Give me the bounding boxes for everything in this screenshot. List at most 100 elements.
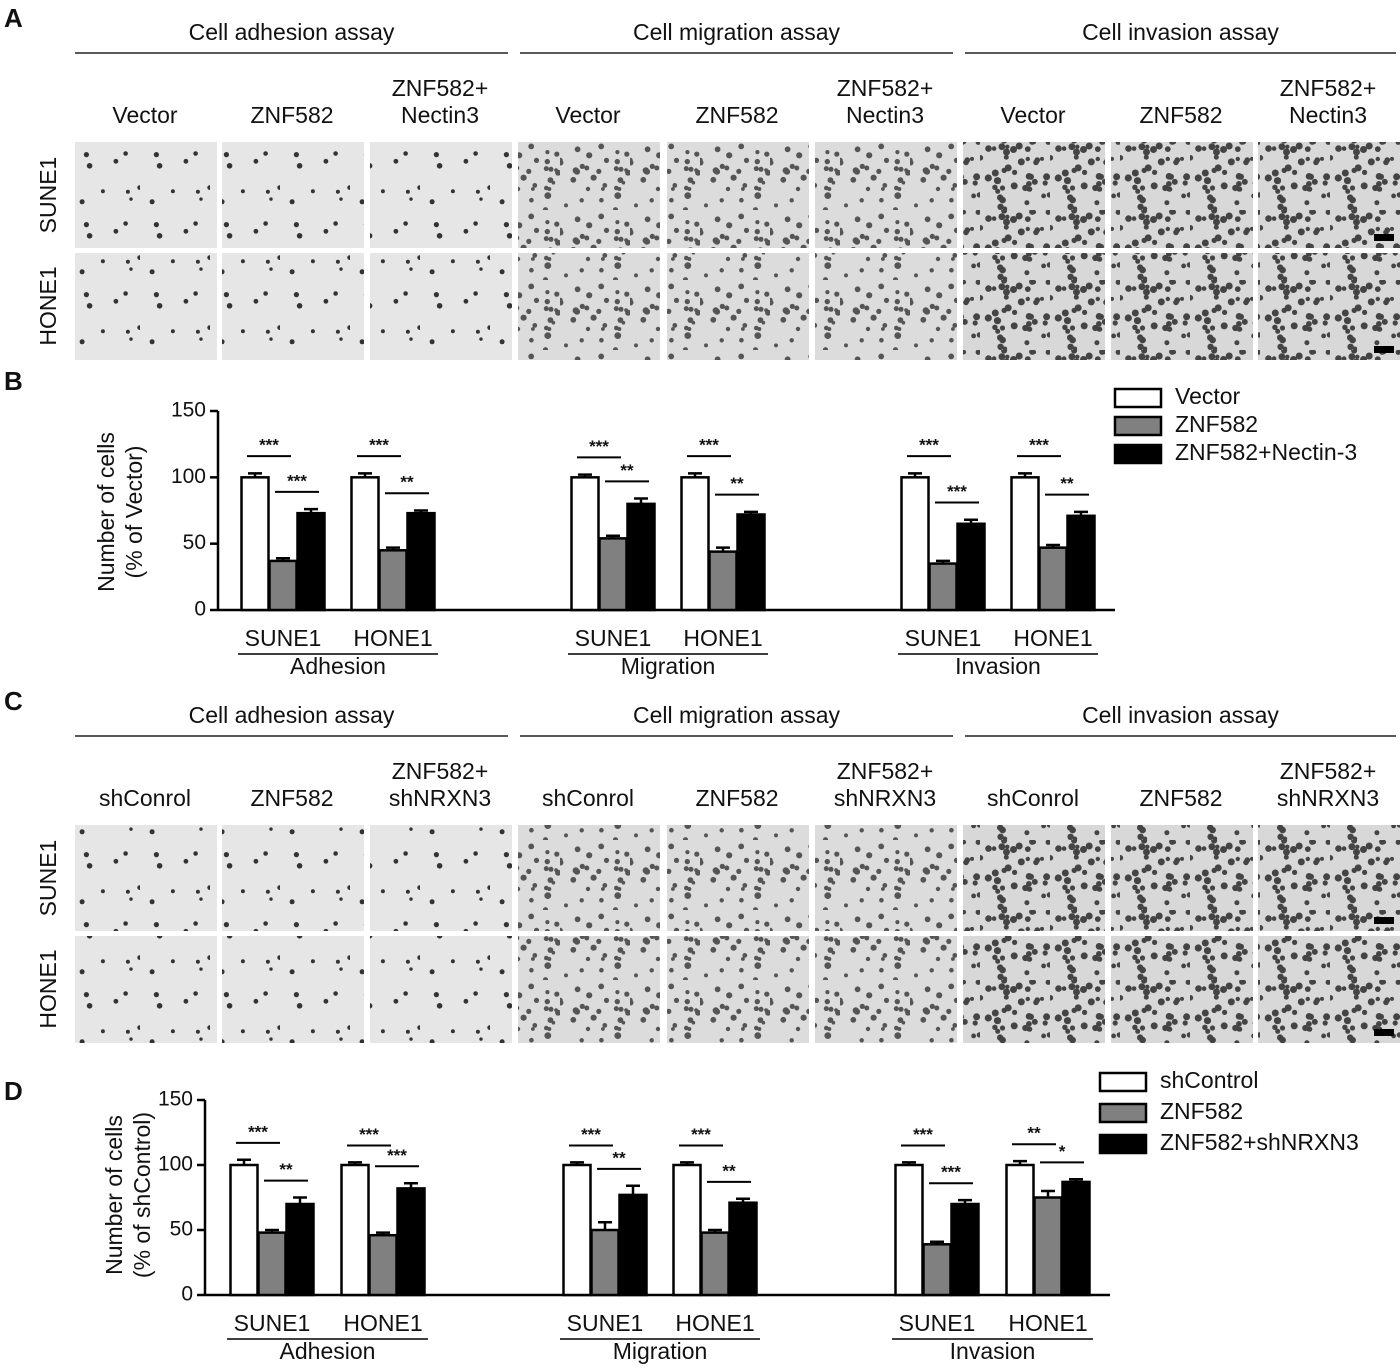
x-tick-label: SUNE1 [905,625,982,651]
significance-label: *** [581,1125,601,1144]
micrograph-cells [815,142,957,248]
error-bar [680,1161,694,1165]
significance-label: *** [699,436,719,455]
y-tick-label: 50 [170,1218,193,1241]
micrograph-cells [963,142,1105,248]
bar [680,476,710,612]
micrograph-cells [75,936,217,1043]
y-axis-label: Number of cells [93,432,119,592]
condition-label: shConrol [987,785,1079,811]
condition-label: ZNF582+ [837,75,934,101]
x-tick-label: HONE1 [353,625,432,651]
y-tick-label: 50 [183,531,206,554]
bar [956,522,986,612]
cell-line-label: SUNE1 [35,840,61,917]
micrograph-cells [1258,936,1400,1043]
significance-label: *** [589,437,609,456]
micrograph-cells [1111,936,1253,1043]
y-tick-label: 100 [158,1153,193,1176]
x-tick-label: SUNE1 [899,1310,976,1336]
error-bar [634,497,648,504]
significance-label: *** [287,471,307,490]
error-bar [1018,472,1032,478]
cell-line-label: HONE1 [35,949,61,1028]
group-label: Adhesion [280,1338,376,1364]
micrograph-cells [518,825,660,931]
significance-label: *** [248,1122,268,1141]
group-label: Migration [613,1338,708,1364]
x-tick-label: HONE1 [1013,625,1092,651]
bar [900,476,930,612]
condition-label: shNRXN3 [389,785,491,811]
x-tick-label: HONE1 [683,625,762,651]
micrograph-cells [370,142,512,248]
legend-label: ZNF582+Nectin-3 [1175,439,1357,465]
cell-line-label: SUNE1 [35,157,61,234]
x-tick-label: SUNE1 [575,625,652,651]
condition-label: Vector [1000,102,1066,128]
group-label: Adhesion [290,653,386,679]
error-bar [1074,510,1088,516]
bar [570,476,600,612]
significance-label: ** [1027,1124,1041,1143]
bar [1066,514,1096,612]
condition-label: shConrol [99,785,191,811]
error-bar [606,534,620,539]
error-bar [304,507,318,514]
bar [736,513,766,612]
x-tick-label: SUNE1 [234,1310,311,1336]
error-bar [930,1240,944,1245]
assay-title: Cell invasion assay [1082,19,1279,45]
legend-swatch [1098,1071,1148,1093]
y-axis-label: Number of cells [101,1115,127,1275]
error-bar [744,510,758,515]
y-axis-label: (% of Vector) [121,446,147,579]
micrograph-cells [815,253,957,360]
error-bar [376,1231,390,1236]
error-bar [716,546,730,552]
bar [894,1163,924,1297]
bar [728,1201,758,1297]
bar [368,1233,398,1297]
legend-swatch [1113,387,1163,409]
condition-label: Nectin3 [846,102,924,128]
bar [598,537,628,612]
legend-label: ZNF582 [1160,1098,1243,1124]
micrograph-cells [222,825,364,931]
significance-label: ** [612,1148,626,1167]
error-bar [293,1196,307,1204]
group-label: Migration [621,653,716,679]
bar [350,476,380,612]
significance-label: ** [400,473,414,492]
micrograph-cells [222,253,364,360]
micrograph-cells [222,142,364,248]
error-bar [736,1197,750,1203]
condition-label: ZNF582+ [837,758,934,784]
bar [340,1163,370,1297]
error-bar [626,1184,640,1195]
bar [590,1228,620,1297]
cell-line-label: HONE1 [35,266,61,345]
legend-label: shControl [1160,1067,1258,1093]
error-bar [708,1228,722,1233]
bar [922,1243,952,1297]
micrograph-cells [370,936,512,1043]
micrograph-cells [1111,253,1253,360]
error-bar [902,1161,916,1165]
micrograph-cells [518,936,660,1043]
error-bar [570,1161,584,1165]
assay-title: Cell adhesion assay [189,19,395,45]
bar [618,1193,648,1297]
bar [406,511,436,612]
error-bar [688,472,702,478]
x-tick-label: SUNE1 [567,1310,644,1336]
micrograph-cells [222,936,364,1043]
scale-bar [1374,234,1394,241]
assay-title: Cell migration assay [633,702,841,728]
significance-label: *** [387,1146,407,1165]
error-bar [414,509,428,514]
bar [240,476,270,612]
bar [1033,1196,1063,1297]
condition-label: ZNF582 [695,785,778,811]
condition-label: ZNF582 [1139,785,1222,811]
